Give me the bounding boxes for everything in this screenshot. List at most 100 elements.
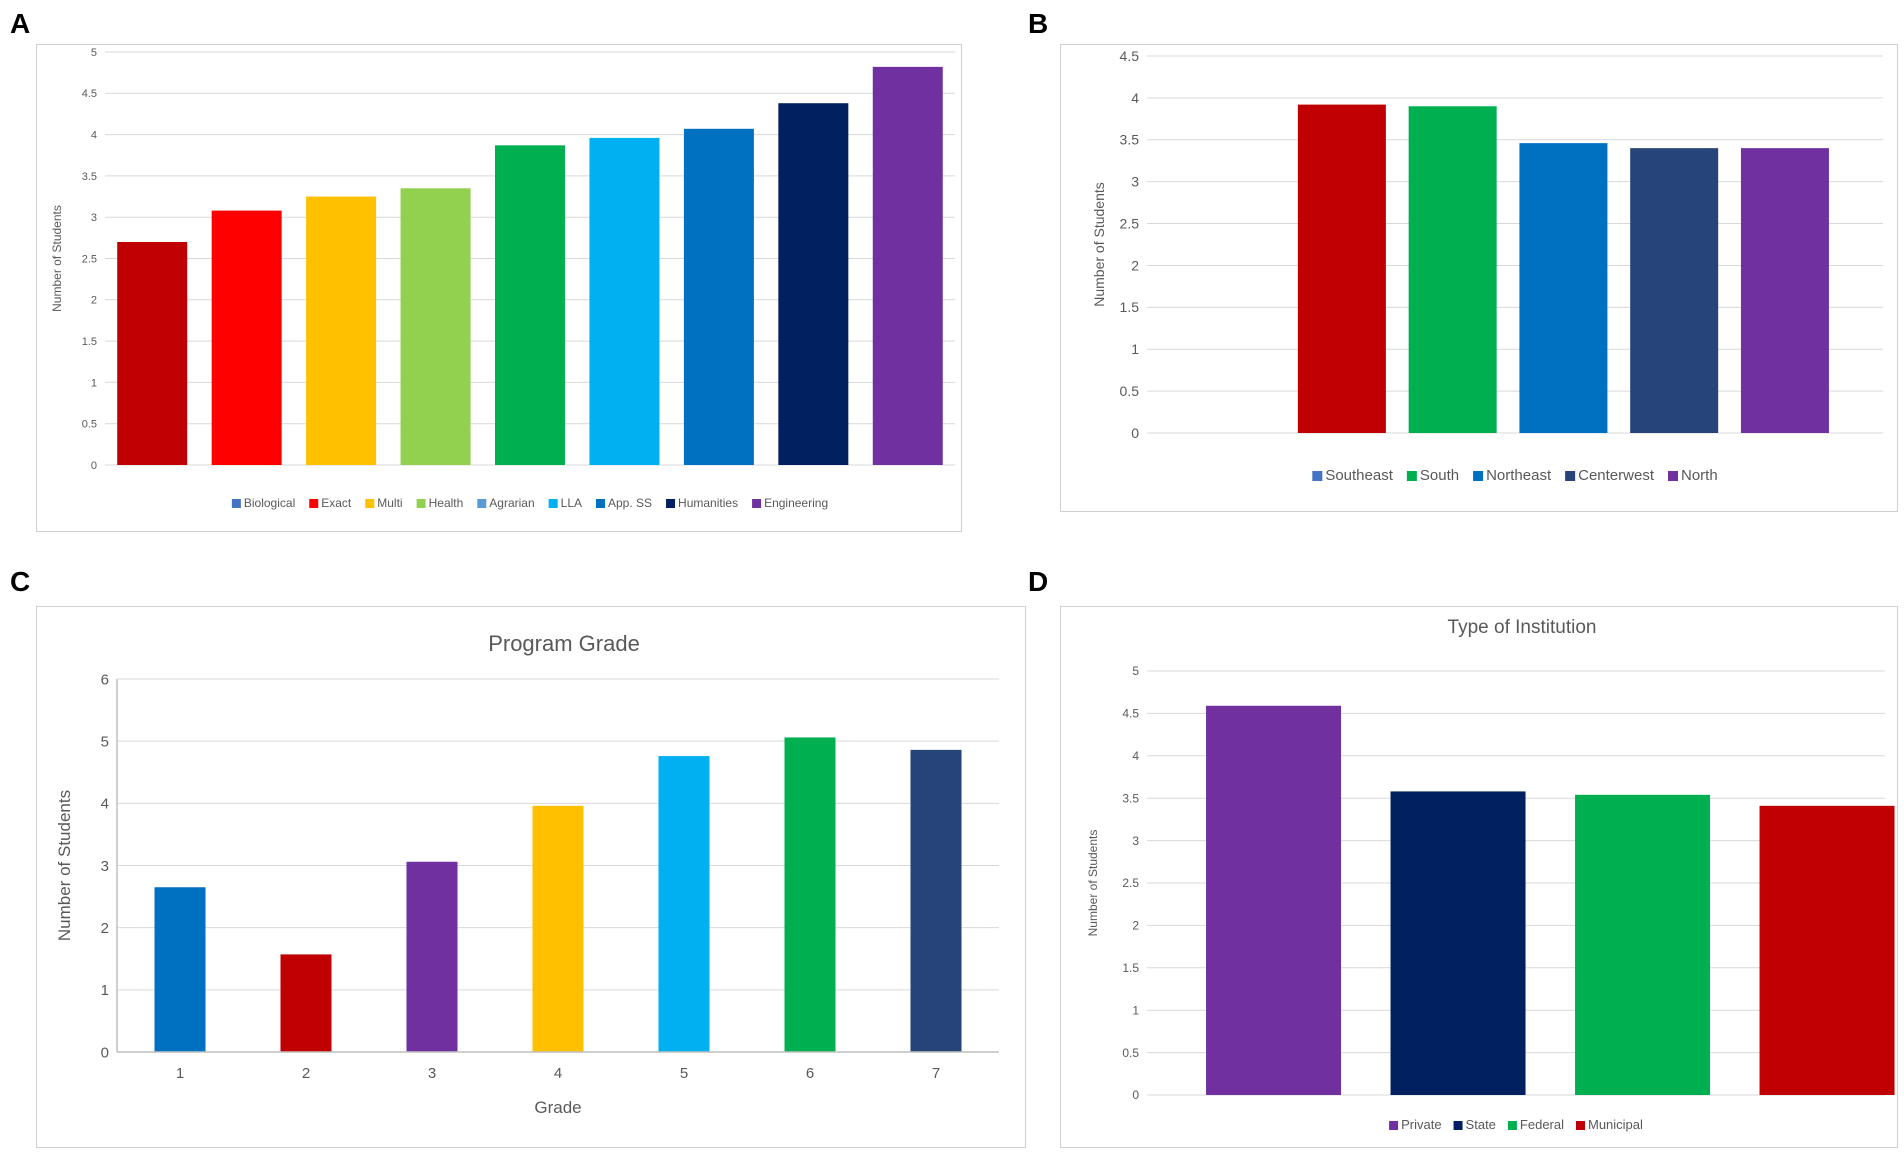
legend-swatch-federal [1507,1121,1517,1130]
chart-d: Type of Institution 0 0.5 1 1.5 2 2.5 3 3.5 4 4.5 5… [1086,617,1895,1132]
y-tick-label: 0.5 [1120,383,1140,399]
legend-swatch-engineering [752,499,762,508]
chart-a: 0 0.5 1 1.5 2 2.5 3 3.5 4 4.5 5 Number of Students B… [50,47,955,510]
y-tick-label: 3 [1131,174,1139,190]
y-tick-label: 0 [1131,425,1139,441]
y-tick-label: 4 [1132,749,1139,763]
y-tick-label: 0 [101,1044,109,1061]
legend-swatch-north [1668,471,1678,481]
bar-northeast [1519,143,1608,433]
legend-item-exact: Exact [321,496,352,510]
chart-b-frame: 0 0.5 1 1.5 2 2.5 3 3.5 4 4.5 Number of Students So… [1060,44,1898,512]
legend-item-state: State [1466,1117,1496,1132]
y-axis-label: Number of Students [1086,830,1100,937]
legend-item-app-ss: App. SS [608,496,652,510]
y-tick-label: 4.5 [1122,707,1139,721]
legend-swatch-southeast [1312,471,1323,481]
legend-item-north: North [1681,467,1718,484]
y-tick-label: 3.5 [1120,132,1140,148]
legend-item-biological: Biological [244,496,295,510]
bar-private [1206,705,1342,1095]
x-tick-label: 4 [554,1065,562,1082]
y-tick-label: 0 [91,460,97,472]
y-tick-label: 1 [1131,341,1139,357]
x-tick-label: 6 [806,1065,814,1082]
y-tick-label: 6 [101,671,109,688]
panel-label-b: B [1028,8,1049,39]
chart-title: Type of Institution [1448,617,1597,638]
y-tick-label: 5 [1132,664,1139,678]
y-tick-label: 3.5 [82,171,97,183]
legend-swatch-northeast [1473,471,1484,481]
y-tick-label: 2 [91,295,97,307]
legend-item-agrarian: Agrarian [489,496,534,510]
y-tick-label: 0.5 [82,419,97,431]
x-tick-label: 7 [932,1065,940,1082]
bar-6 [784,737,836,1052]
legend-swatch-lla [548,499,558,508]
legend-swatch-humanities [666,499,676,508]
y-axis-label: Number of Students [55,790,74,941]
y-tick-label: 4 [1131,90,1139,106]
legend-item-multi: Multi [377,496,402,510]
y-tick-label: 4 [101,796,109,813]
legend-item-engineering: Engineering [764,496,828,510]
y-tick-label: 4 [91,129,97,141]
legend-item-centerwest: Centerwest [1578,467,1655,484]
bar-7 [910,749,962,1052]
y-tick-label: 1.5 [1120,299,1140,315]
x-tick-label: 1 [176,1065,184,1082]
legend-swatch-exact [309,499,319,508]
chart-title: Program Grade [488,631,640,656]
legend-swatch-app-ss [596,499,606,508]
legend-swatch-centerwest [1565,471,1576,481]
bar-biological [117,241,188,465]
bar-1 [154,887,206,1052]
legend-item-northeast: Northeast [1486,467,1552,484]
chart-a-frame: 0 0.5 1 1.5 2 2.5 3 3.5 4 4.5 5 Number of Students B… [36,44,962,532]
y-tick-label: 2 [1132,919,1139,933]
legend-item-southeast: Southeast [1325,467,1393,484]
chart-b: 0 0.5 1 1.5 2 2.5 3 3.5 4 4.5 Number of Students So… [1091,48,1883,484]
y-tick-label: 3 [91,212,97,224]
legend-swatch-municipal [1575,1121,1585,1130]
bar-state [1390,791,1526,1095]
y-tick-label: 2.5 [82,253,97,265]
x-axis-label: Grade [534,1098,581,1117]
y-tick-label: 0 [1132,1088,1139,1102]
chart-c: Program Grade 0 1 2 3 4 5 6 Number of Students 1 2… [55,631,999,1117]
legend-item-health: Health [429,496,464,510]
bar-2 [280,954,332,1052]
y-tick-label: 4.5 [1120,48,1140,64]
y-tick-label: 1 [101,982,109,999]
y-tick-label: 3 [101,858,109,875]
legend-swatch-multi [365,499,375,508]
y-tick-label: 3.5 [1122,791,1139,805]
y-tick-label: 4.5 [82,88,97,100]
y-tick-label: 5 [91,47,97,59]
bar-engineering [872,66,943,466]
bar-exact [211,210,282,465]
x-tick-label: 3 [428,1065,436,1082]
legend: Private State Federal Municipal [1389,1117,1643,1132]
y-tick-label: 1.5 [82,336,97,348]
y-tick-label: 1.5 [1122,961,1139,975]
chart-c-frame: Program Grade 0 1 2 3 4 5 6 Number of Students 1 2… [36,606,1026,1148]
y-axis-label: Number of Students [1091,182,1107,307]
panel-label-c: C [10,566,31,597]
x-tick-label: 5 [680,1065,688,1082]
legend-swatch-state [1453,1121,1463,1130]
y-tick-label: 2.5 [1120,215,1140,231]
chart-d-frame: Type of Institution 0 0.5 1 1.5 2 2.5 3 3.5 4 4.5 5… [1060,606,1898,1148]
bar-multi [306,196,377,466]
bar-agrarian [495,145,565,465]
y-tick-label: 2 [1131,257,1139,273]
legend-item-south: South [1420,467,1459,484]
legend-item-federal: Federal [1520,1117,1564,1132]
legend-item-humanities: Humanities [678,496,738,510]
bar-municipal [1759,805,1895,1095]
legend-swatch-agrarian [477,499,487,508]
y-tick-label: 2 [101,920,109,937]
y-tick-label: 1 [91,377,97,389]
bar-humanities [778,103,849,465]
